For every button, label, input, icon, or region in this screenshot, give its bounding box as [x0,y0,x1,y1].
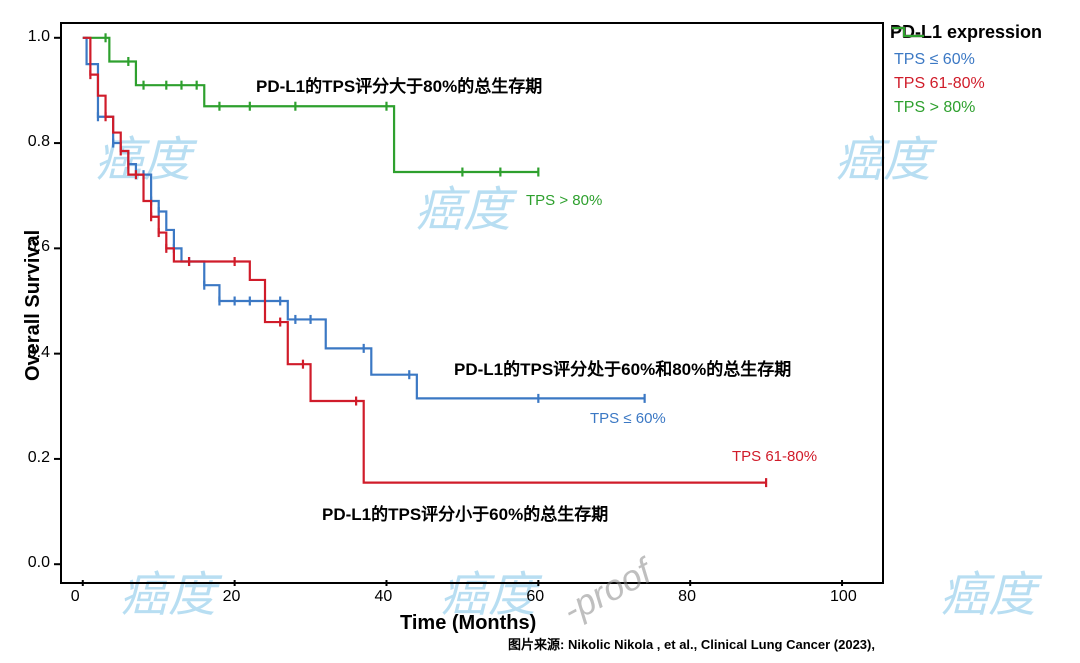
legend-item: TPS > 80% [890,96,1042,120]
legend-item-label: TPS > 80% [894,99,975,117]
curve-inline-label: TPS > 80% [526,192,602,209]
legend-item-label: TPS 61-80% [894,75,985,93]
y-tick-label: 0.0 [28,554,50,572]
legend-item-label: TPS ≤ 60% [894,51,975,69]
curve-inline-label: TPS ≤ 60% [590,410,666,427]
x-tick-label: 40 [374,588,392,606]
legend: PD-L1 expressionTPS ≤ 60%TPS 61-80%TPS >… [890,22,1042,120]
x-tick-label: 20 [223,588,241,606]
curve-inline-label: TPS 61-80% [732,448,817,465]
x-tick-label: 80 [678,588,696,606]
y-tick-label: 0.6 [28,238,50,256]
legend-item: TPS 61-80% [890,72,1042,96]
y-tick-label: 1.0 [28,28,50,46]
x-axis-label: Time (Months) [400,612,536,635]
annotation-text: PD-L1的TPS评分小于60%的总生存期 [322,500,608,525]
annotation-text: PD-L1的TPS评分大于80%的总生存期 [256,72,542,97]
y-tick-label: 0.2 [28,449,50,467]
image-credit: 图片来源: Nikolic Nikola , et al., Clinical … [508,634,875,653]
chart-container: { "dimensions": { "width": 1080, "height… [0,0,1080,663]
annotation-text: PD-L1的TPS评分处于60%和80%的总生存期 [454,355,791,380]
y-tick-label: 0.8 [28,133,50,151]
km-curve-tps-gt-80 [83,38,539,172]
x-tick-label: 100 [830,588,857,606]
x-tick-label: 0 [71,588,80,606]
legend-item: TPS ≤ 60% [890,48,1042,72]
legend-swatch-icon [890,22,926,42]
y-tick-label: 0.4 [28,344,50,362]
x-tick-label: 60 [526,588,544,606]
